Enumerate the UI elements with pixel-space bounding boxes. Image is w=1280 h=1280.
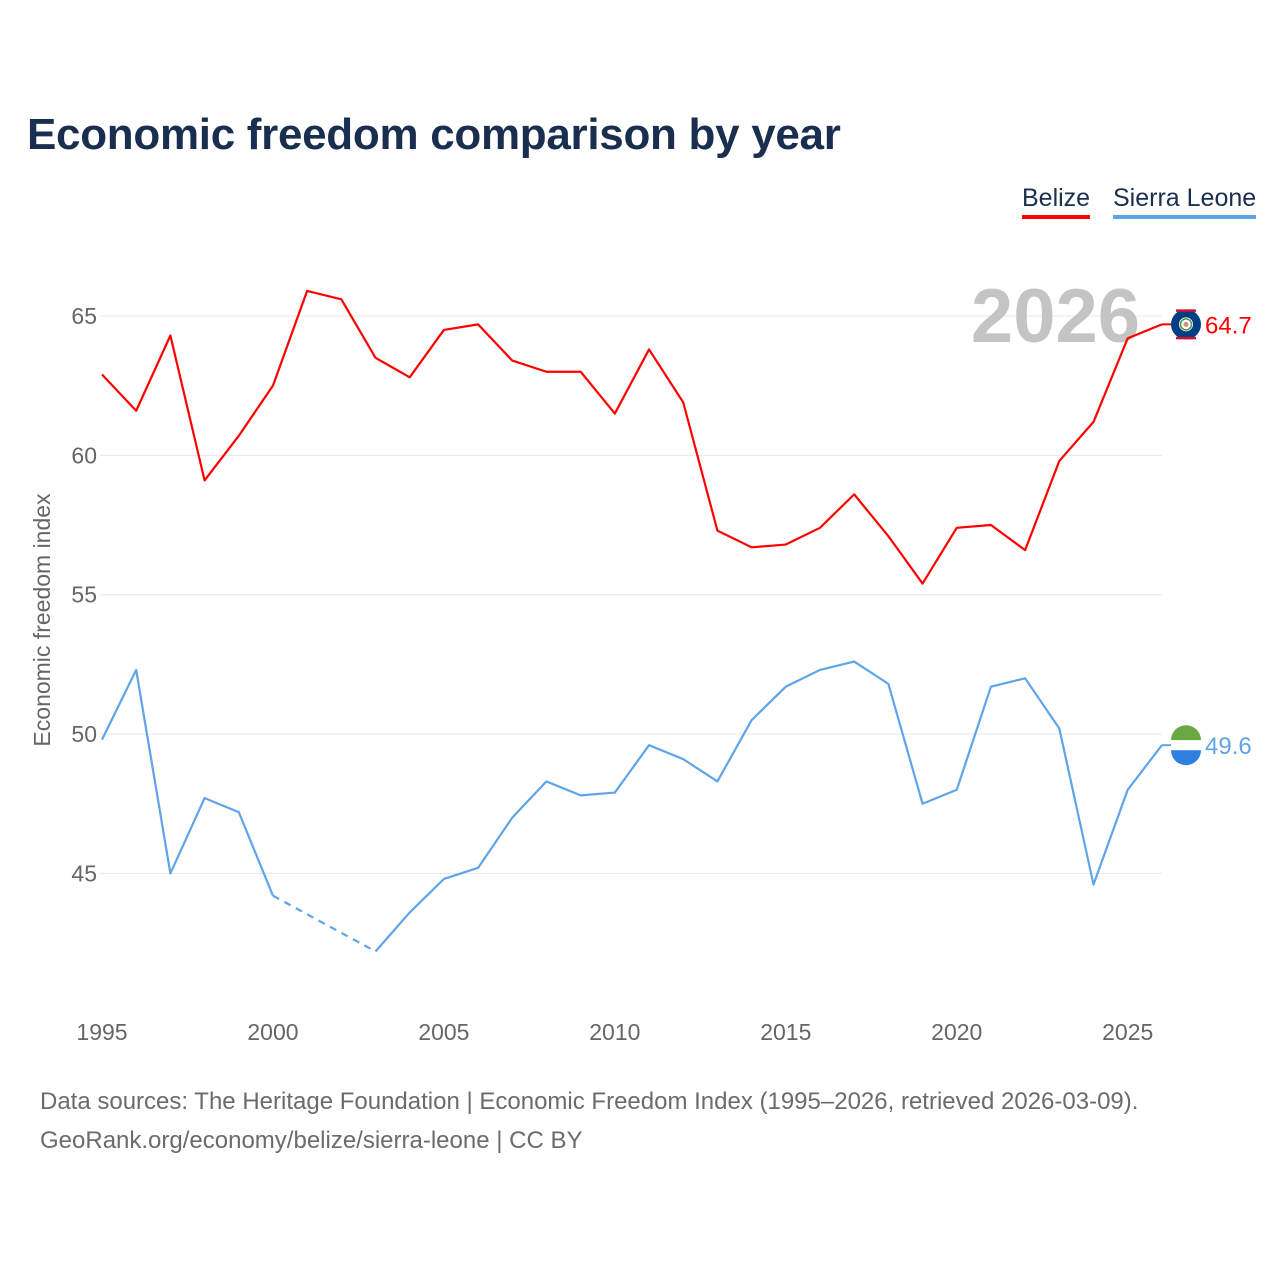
sierra-leone-flag-icon <box>1171 725 1201 741</box>
series-line-sierra-leone <box>374 660 1163 953</box>
legend-item-sierra-leone[interactable]: Sierra Leone <box>1113 184 1257 219</box>
end-value-label-sierra-leone: 49.6 <box>1205 733 1252 760</box>
source-text: Data sources: The Heritage Foundation | … <box>40 1088 1139 1115</box>
sierra-leone-flag-white <box>1171 740 1201 751</box>
y-tick-label: 45 <box>71 860 97 886</box>
x-tick-label: 2010 <box>589 1019 640 1045</box>
belize-flag-stripe <box>1176 309 1196 312</box>
y-axis-label: Economic freedom index <box>29 493 55 747</box>
series-line-sierra-leone <box>101 668 274 897</box>
x-tick-label: 2015 <box>760 1019 811 1045</box>
x-tick-label: 2025 <box>1102 1019 1153 1045</box>
x-tick-label: 2005 <box>418 1019 469 1045</box>
y-tick-label: 50 <box>71 721 97 747</box>
y-tick-label: 55 <box>71 582 97 608</box>
y-tick-label: 65 <box>71 303 97 329</box>
belize-flag-shield <box>1183 321 1189 327</box>
series-line-belize <box>101 289 1163 585</box>
legend-item-belize[interactable]: Belize <box>1022 184 1091 219</box>
sierra-leone-flag-blue <box>1171 750 1201 766</box>
x-tick-label: 2000 <box>247 1019 298 1045</box>
current-year-label: 2026 <box>971 274 1140 359</box>
series-gap-sierra-leone <box>272 894 377 953</box>
belize-flag-stripe <box>1176 336 1196 340</box>
end-value-label-belize: 64.7 <box>1205 312 1252 339</box>
y-tick-label: 60 <box>71 442 97 468</box>
belize-flag-wreath <box>1179 318 1193 331</box>
chart-title: Economic freedom comparison by year <box>27 110 841 159</box>
source-link[interactable]: GeoRank.org/economy/belize/sierra-leone … <box>40 1127 583 1154</box>
x-tick-label: 1995 <box>76 1019 127 1045</box>
x-tick-label: 2020 <box>931 1019 982 1045</box>
